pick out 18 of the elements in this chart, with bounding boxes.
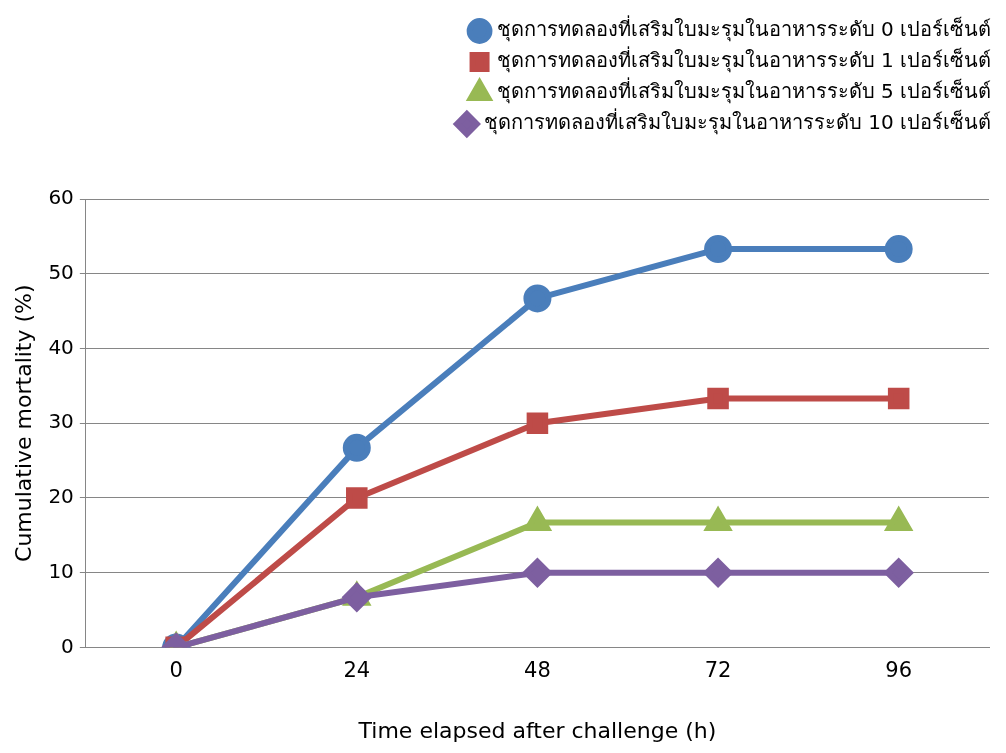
x-tick-label: 48 <box>524 658 551 683</box>
legend-label: ชุดการทดลองที่เสริมใบมะรุมในอาหารระดับ 0 เปอร์เซ็นต์ <box>496 15 992 43</box>
x-tick-label: 96 <box>885 658 913 683</box>
legend-label: ชุดการทดลองที่เสริมใบมะรุมในอาหารระดับ 1 เปอร์เซ็นต์ <box>496 46 992 74</box>
y-tick-label: 20 <box>48 484 74 509</box>
x-tick-label: 0 <box>169 658 183 683</box>
y-tick-label: 40 <box>48 334 74 359</box>
y-tick-label: 10 <box>48 558 74 583</box>
y-axis-title: Cumulative mortality (%) <box>10 284 36 562</box>
y-tick-label: 60 <box>48 185 74 210</box>
legend-label: ชุดการทดลองที่เสริมใบมะรุมในอาหารระดับ 10 เปอร์เซ็นต์ <box>483 108 992 136</box>
x-tick-label: 72 <box>704 658 732 683</box>
y-tick-label: 50 <box>48 259 74 284</box>
y-tick-label: 30 <box>48 409 74 434</box>
x-tick-label: 24 <box>343 658 371 683</box>
x-axis-title: Time elapsed after challenge (h) <box>357 717 717 743</box>
legend-label: ชุดการทดลองที่เสริมใบมะรุมในอาหารระดับ 5 เปอร์เซ็นต์ <box>496 77 992 105</box>
y-tick-label: 0 <box>61 633 74 658</box>
